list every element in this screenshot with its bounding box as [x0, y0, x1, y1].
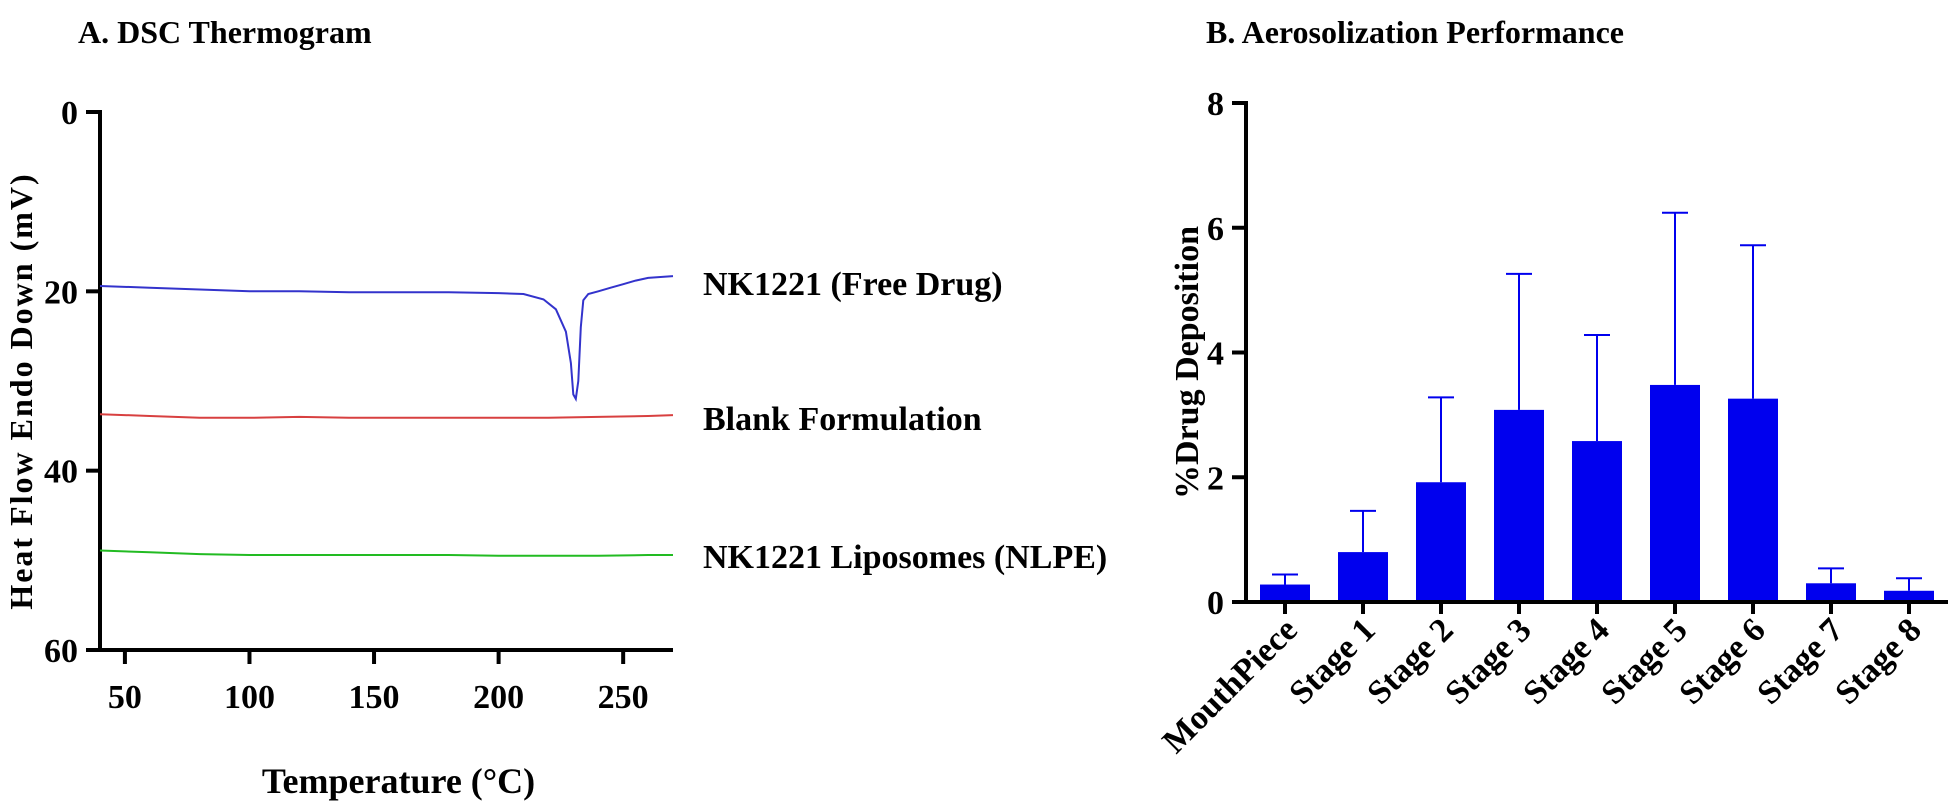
- x-tick-label: Stage 6: [1672, 611, 1772, 711]
- bar: [1806, 583, 1856, 602]
- bar: [1884, 590, 1934, 602]
- y-tick-label: 4: [1207, 336, 1224, 373]
- aerosol-chart-title: B. Aerosolization Performance: [1206, 14, 1624, 50]
- y-axis-label: %Drug Deposition: [1169, 226, 1206, 499]
- x-tick-label: Stage 2: [1360, 611, 1460, 711]
- y-tick-label: 6: [1207, 211, 1224, 248]
- y-tick-label: 20: [44, 274, 78, 311]
- bar: [1728, 398, 1778, 602]
- x-tick-label: Stage 7: [1750, 611, 1850, 711]
- x-tick-label: Stage 1: [1282, 611, 1382, 711]
- series-label: NK1221 (Free Drug): [703, 266, 1003, 303]
- x-axis-label: Temperature (°C): [262, 761, 535, 801]
- y-tick-label: 2: [1207, 460, 1224, 497]
- bar: [1338, 552, 1388, 602]
- dsc-chart-title: A. DSC Thermogram: [78, 14, 372, 50]
- bar: [1650, 384, 1700, 602]
- series-label: NK1221 Liposomes (NLPE): [703, 539, 1107, 576]
- y-tick-label: 0: [1207, 585, 1224, 622]
- y-tick-label: 0: [61, 95, 78, 132]
- x-tick-label: Stage 3: [1438, 611, 1538, 711]
- bar: [1494, 409, 1544, 602]
- x-tick-label: 50: [108, 679, 142, 716]
- y-tick-label: 60: [44, 633, 78, 670]
- series-line: [99, 275, 674, 402]
- series-line: [99, 413, 674, 419]
- x-tick-label: 200: [473, 679, 524, 716]
- y-tick-label: 40: [44, 454, 78, 491]
- series-line: [99, 549, 673, 557]
- bar: [1260, 584, 1310, 602]
- x-tick-label: Stage 4: [1516, 611, 1616, 711]
- y-tick-label: 8: [1207, 86, 1224, 123]
- x-tick-label: 150: [349, 679, 400, 716]
- bar: [1416, 482, 1466, 602]
- x-tick-label: Stage 5: [1594, 611, 1694, 711]
- x-tick-label: 250: [598, 679, 649, 716]
- series-label: Blank Formulation: [703, 401, 982, 438]
- y-axis-label: Heat Flow Endo Down (mV): [3, 172, 39, 609]
- x-tick-label: 100: [224, 679, 275, 716]
- bar: [1572, 441, 1622, 602]
- x-tick-label: Stage 8: [1828, 611, 1928, 711]
